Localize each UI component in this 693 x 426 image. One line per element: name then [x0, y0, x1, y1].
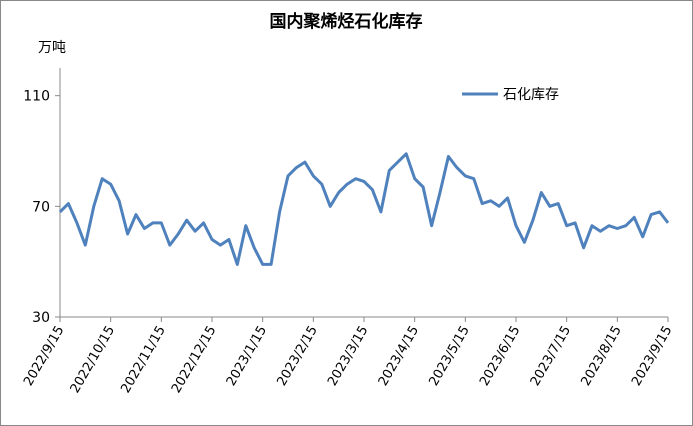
y-tick-label: 110 [23, 89, 50, 105]
legend-label: 石化库存 [503, 87, 559, 103]
y-tick-label: 70 [32, 199, 50, 215]
chart-title: 国内聚烯烃石化库存 [270, 11, 423, 32]
y-tick-label: 30 [32, 310, 50, 326]
y-axis-label: 万吨 [38, 40, 66, 56]
line-series [58, 152, 670, 266]
